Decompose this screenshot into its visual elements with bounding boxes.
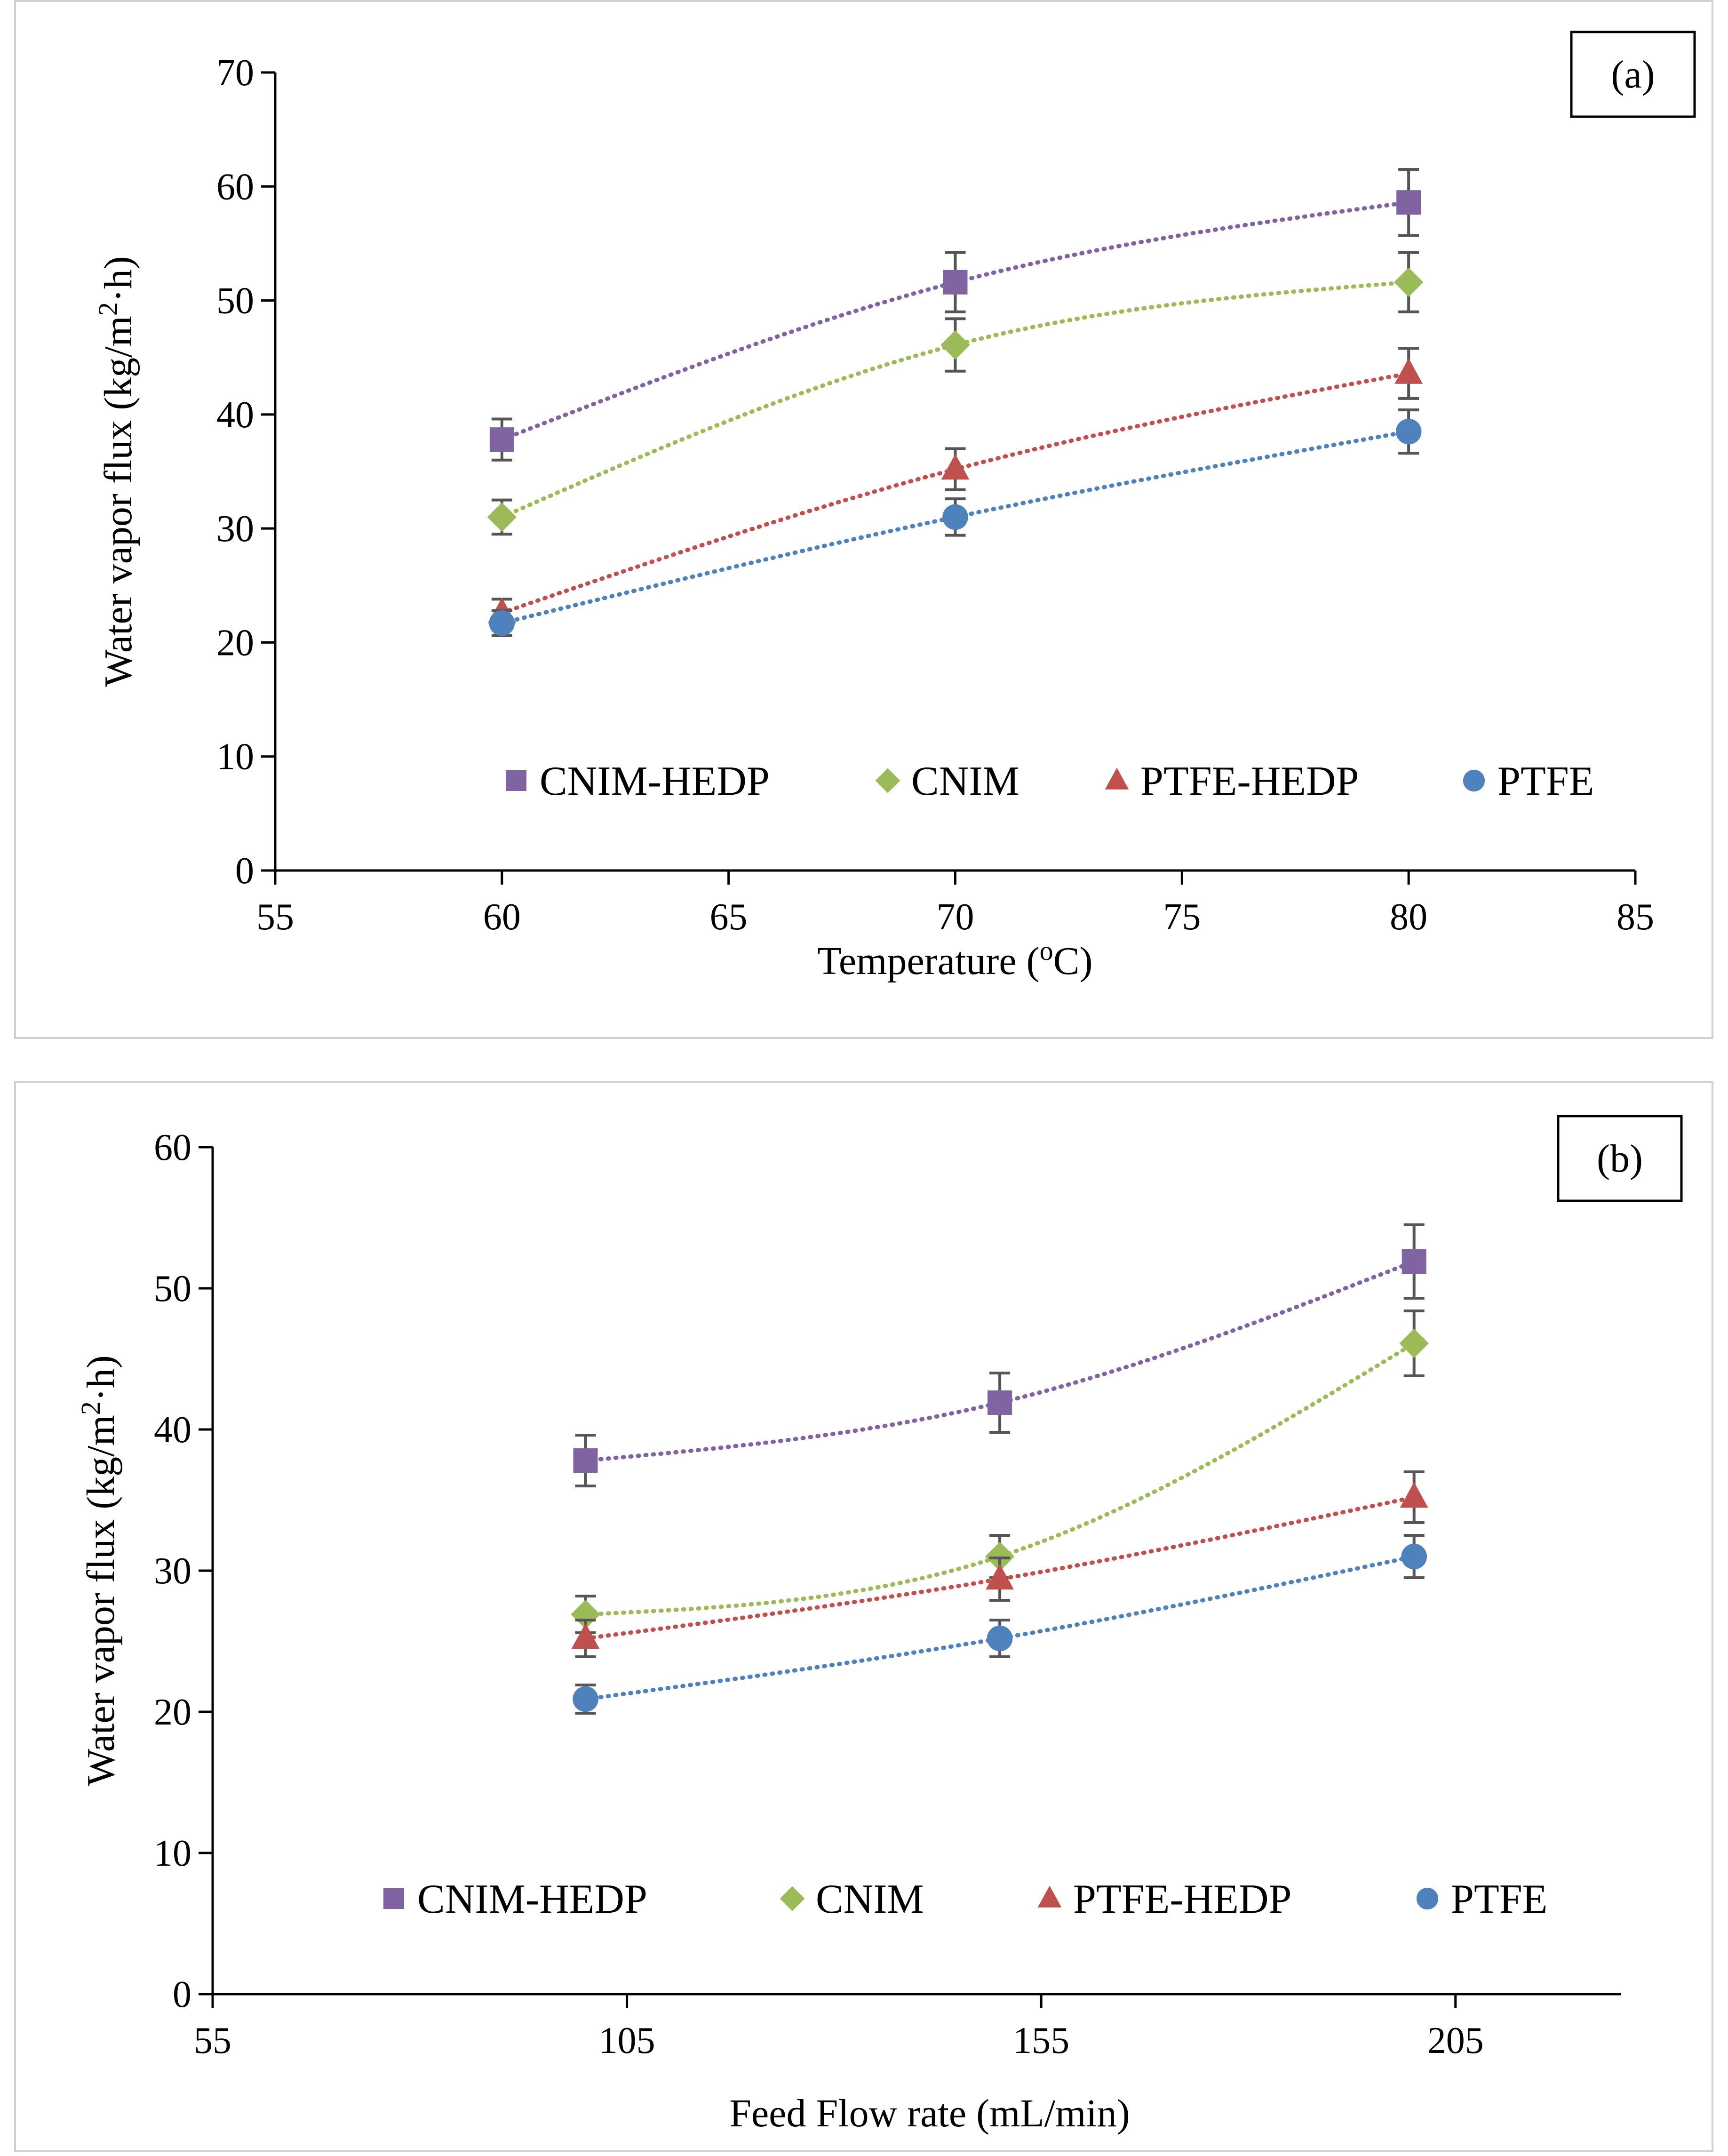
chart-b-y-title-main: Water vapor flux (kg/m	[79, 1415, 123, 1786]
chart-a-point-cnim-hedp	[943, 270, 968, 295]
chart-panel-a: 0 10 20 30 40 50 60 70 55 60 65 70 75 80 85 Temperature…	[14, 0, 1713, 1039]
chart-a-y-tick-label: 10	[216, 736, 254, 778]
chart-b-x-tick-label: 55	[194, 2020, 231, 2061]
chart-b-legend-marker-ptfe	[1416, 1887, 1439, 1910]
chart-a-series-ptfe-hedp	[487, 347, 1423, 628]
chart-panel-b: 0 10 20 30 40 50 60 55 105 155 205 Feed Flow rate (…	[14, 1081, 1713, 2152]
chart-b-x-tick-label: 205	[1427, 2020, 1484, 2061]
chart-a-legend-label-cnim-hedp: CNIM-HEDP	[540, 759, 770, 804]
chart-a-x-axis-title: Temperature (oC)	[817, 935, 1092, 983]
chart-a-point-cnim-hedp	[1396, 190, 1421, 215]
chart-a-series-ptfe	[489, 408, 1422, 637]
chart-b-point-ptfe	[987, 1625, 1013, 1652]
chart-b-x-tick-label: 105	[599, 2020, 655, 2061]
chart-b-y-tick-label: 40	[154, 1409, 191, 1451]
chart-a-y-tick-label: 30	[216, 508, 254, 550]
chart-a-x-tick-label: 65	[710, 896, 748, 938]
chart-b-legend-label-ptfe-hedp: PTFE-HEDP	[1073, 1877, 1292, 1922]
chart-a-x-tick-label: 60	[483, 896, 521, 938]
chart-b-legend: CNIM-HEDP CNIM PTFE-HEDP PTFE	[383, 1877, 1547, 1922]
chart-a-x-tick-label: 85	[1617, 896, 1654, 938]
chart-b-y-title-sup: 2	[75, 1401, 106, 1415]
chart-b-trend-line-cnim-hedp	[583, 1259, 1417, 1463]
chart-a-point-ptfe	[1395, 418, 1422, 445]
chart-a-y-title-main: Water vapor flux (kg/m	[96, 316, 140, 687]
chart-b-point-ptfe-hedp	[571, 1623, 600, 1649]
chart-a-y-tick-label: 70	[216, 52, 254, 94]
chart-a-x-title-end: C)	[1053, 939, 1093, 983]
chart-b-y-axis-title: Water vapor flux (kg/m2·h)	[75, 1355, 123, 1786]
chart-a-x-tick-label: 75	[1163, 896, 1201, 938]
chart-b-x-title-main: Feed Flow rate (mL/min)	[729, 2092, 1130, 2135]
chart-a-y-tick-label: 50	[216, 280, 254, 322]
chart-b-series-ptfe	[573, 1534, 1427, 1715]
chart-a-point-ptfe-hedp	[1394, 358, 1423, 384]
chart-b-legend-marker-cnim	[780, 1886, 805, 1911]
chart-a-trend-line-ptfe-hedp	[500, 371, 1411, 615]
chart-a-legend-label-cnim: CNIM	[911, 759, 1019, 804]
chart-a-x-tick-label: 55	[256, 896, 294, 938]
chart-b-legend-label-cnim: CNIM	[816, 1877, 924, 1922]
chart-a-point-cnim-hedp	[489, 427, 514, 452]
chart-b-y-tick-label: 0	[173, 1974, 191, 2015]
chart-b-svg: 0 10 20 30 40 50 60 55 105 155 205 Feed Flow rate (…	[75, 1115, 1683, 2135]
chart-b-legend-label-cnim-hedp: CNIM-HEDP	[417, 1877, 647, 1922]
chart-a-point-ptfe	[942, 504, 968, 530]
chart-b-point-cnim-hedp	[573, 1448, 598, 1473]
chart-a-x-tick-label: 80	[1390, 896, 1427, 938]
chart-b-y-tick-label: 20	[154, 1692, 191, 1733]
chart-b-point-ptfe-hedp	[986, 1564, 1014, 1590]
chart-a-legend: CNIM-HEDP CNIM PTFE-HEDP PTFE	[506, 759, 1594, 804]
chart-a-legend-marker-ptfe-hedp	[1105, 767, 1129, 790]
chart-a-y-tick-label: 40	[216, 394, 254, 436]
chart-a-legend-marker-ptfe	[1463, 769, 1485, 792]
chart-a-y-tick-label: 20	[216, 622, 254, 663]
chart-a-series-cnim	[487, 251, 1424, 536]
chart-b-series-cnim-hedp	[573, 1223, 1426, 1487]
chart-b-x-tick-label: 155	[1013, 2020, 1069, 2061]
chart-a-x-tick-label: 70	[937, 896, 974, 938]
chart-a-y-tick-label: 60	[216, 166, 254, 208]
chart-a-trend-line-cnim	[500, 280, 1411, 519]
chart-a-legend-label-ptfe-hedp: PTFE-HEDP	[1140, 759, 1359, 804]
chart-b-point-cnim-hedp	[987, 1390, 1012, 1415]
chart-a-y-title-end: ·h)	[96, 256, 140, 302]
chart-a-point-cnim	[487, 502, 517, 532]
chart-a-point-cnim	[940, 330, 970, 360]
chart-b-point-cnim	[1399, 1328, 1429, 1358]
chart-a-svg: 0 10 20 30 40 50 60 70 55 60 65 70 75 80 85 Temperature…	[93, 31, 1696, 983]
chart-b-trend-line-ptfe	[583, 1554, 1417, 1701]
chart-b-panel-label: (b)	[1597, 1137, 1643, 1181]
chart-b-x-axis-title: Feed Flow rate (mL/min)	[729, 2092, 1130, 2135]
chart-a-panel-label: (a)	[1611, 53, 1655, 96]
chart-b-y-title-end: ·h)	[79, 1355, 123, 1401]
chart-a-series-cnim-hedp	[489, 168, 1421, 462]
chart-a-y-tick-label: 0	[235, 850, 254, 892]
chart-a-y-title-sup: 2	[93, 302, 123, 316]
chart-b-panel-label-box	[1557, 1115, 1683, 1202]
chart-a-x-title-main: Temperature (	[817, 939, 1039, 983]
chart-a-point-cnim	[1394, 267, 1424, 297]
chart-b-series-ptfe-hedp	[571, 1470, 1428, 1658]
chart-b-legend-label-ptfe: PTFE	[1451, 1877, 1547, 1922]
chart-a-point-ptfe	[489, 610, 515, 636]
chart-b-legend-marker-cnim-hedp	[383, 1888, 404, 1909]
chart-b-point-ptfe	[1401, 1543, 1427, 1570]
chart-b-legend-marker-ptfe-hedp	[1037, 1885, 1062, 1908]
chart-a-x-title-sup: o	[1040, 935, 1053, 966]
chart-b-point-cnim-hedp	[1402, 1249, 1426, 1274]
chart-b-y-tick-label: 60	[154, 1127, 191, 1168]
chart-a-legend-marker-cnim-hedp	[506, 770, 526, 791]
chart-a-point-ptfe-hedp	[941, 454, 970, 480]
chart-a-legend-marker-cnim	[875, 768, 900, 793]
chart-a-y-axis-title: Water vapor flux (kg/m2·h)	[93, 256, 140, 687]
chart-b-y-tick-label: 10	[154, 1833, 191, 1874]
chart-a-legend-label-ptfe: PTFE	[1497, 759, 1594, 804]
chart-b-y-tick-label: 50	[154, 1268, 191, 1310]
chart-b-trend-line-ptfe-hedp	[583, 1495, 1417, 1641]
chart-b-point-ptfe-hedp	[1400, 1482, 1428, 1508]
chart-b-point-ptfe	[573, 1686, 598, 1712]
chart-a-panel-label-box	[1570, 31, 1696, 118]
chart-b-y-tick-label: 30	[154, 1550, 191, 1592]
